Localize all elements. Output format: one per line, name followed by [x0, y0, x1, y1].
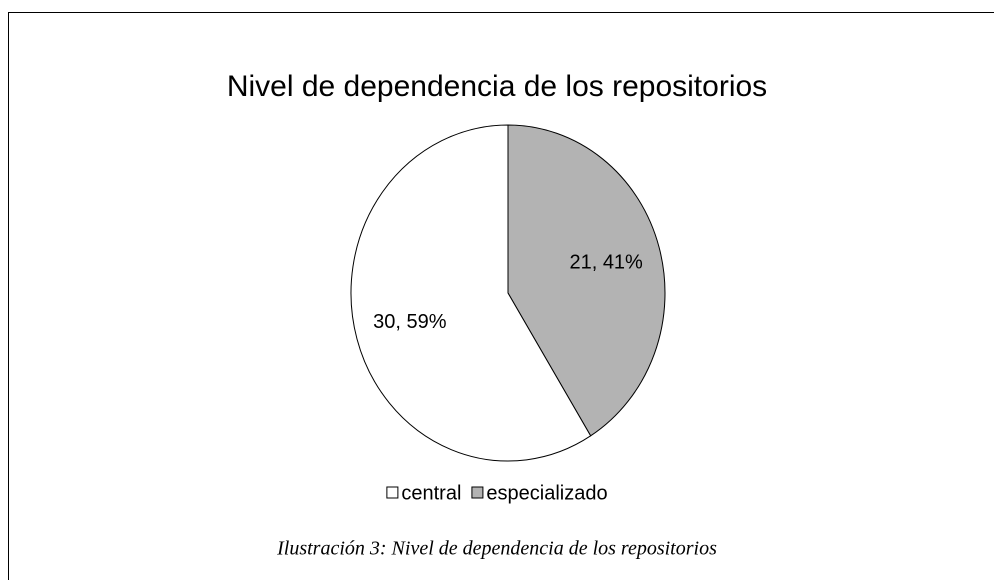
data-label: 30, 59%: [373, 311, 447, 333]
legend-swatch: [471, 486, 484, 499]
pie-slice: [350, 124, 592, 462]
chart-title: Nivel de dependencia de los repositorios: [227, 70, 767, 103]
caption: Ilustración 3: Nivel de dependencia de l…: [276, 538, 717, 560]
pie-slice: [507, 124, 666, 437]
data-label: 21, 41%: [569, 251, 643, 273]
legend-swatch: [386, 486, 399, 499]
legend-label: especializado: [486, 482, 607, 504]
legend-label: central: [401, 482, 461, 504]
